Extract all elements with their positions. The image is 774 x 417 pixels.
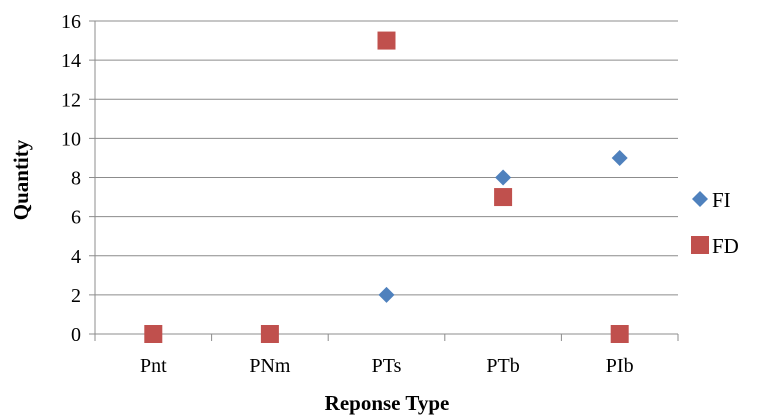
point-FI-PIb — [611, 149, 628, 166]
point-FD-PTb — [494, 188, 513, 207]
y-tick-label-0: 0 — [71, 324, 81, 346]
y-axis-title: Quantity — [9, 139, 33, 220]
y-tick-label-16: 16 — [61, 11, 81, 33]
point-FD-PIb — [610, 325, 629, 343]
data-points — [144, 31, 629, 343]
point-FI-PTb — [495, 169, 512, 186]
y-tick-labels: 0 2 4 6 8 10 12 14 16 — [61, 11, 81, 346]
y-tick-label-14: 14 — [61, 50, 81, 72]
legend-label-FI: FI — [712, 188, 731, 212]
point-FD-PTs — [377, 31, 396, 50]
x-tick-label-PNm: PNm — [249, 355, 291, 377]
point-FD-PNm — [260, 325, 279, 343]
y-tick-label-4: 4 — [71, 246, 81, 268]
point-FI-PTs — [378, 286, 395, 303]
gridlines — [95, 20, 678, 296]
legend: FI FD — [691, 188, 739, 258]
y-tick-label-6: 6 — [71, 207, 81, 229]
y-tick-label-2: 2 — [71, 285, 81, 307]
y-tick-label-8: 8 — [71, 168, 81, 190]
x-tick-label-PIb: PIb — [606, 355, 634, 377]
x-tick-labels: Pnt PNm PTs PTb PIb — [140, 355, 634, 377]
y-tick-label-12: 12 — [61, 89, 81, 111]
x-tick-label-Pnt: Pnt — [140, 355, 167, 377]
legend-marker-FD — [691, 236, 709, 254]
x-tick-label-PTb: PTb — [486, 355, 519, 377]
x-axis-title: Reponse Type — [325, 391, 450, 415]
point-FD-Pnt — [144, 325, 163, 343]
legend-marker-FI — [692, 191, 708, 207]
axes — [89, 20, 679, 341]
x-tick-label-PTs: PTs — [372, 355, 402, 377]
y-tick-label-10: 10 — [61, 128, 81, 150]
legend-label-FD: FD — [712, 234, 739, 258]
